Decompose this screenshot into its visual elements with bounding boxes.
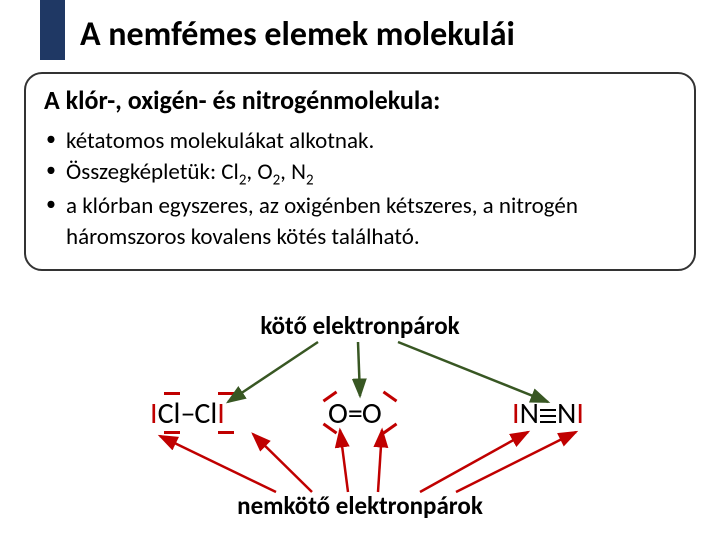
bond-double: = (348, 395, 362, 432)
b2-sub: 2 (306, 172, 314, 190)
lone-pair-v: I (512, 395, 520, 432)
label-nonbonding-pairs: nemkötő elektronpárok (0, 490, 720, 521)
lone-pair-h (383, 423, 398, 435)
accent-bar (40, 0, 65, 60)
molecules-row: ICl–ClI O=O INNI (0, 395, 720, 455)
lone-pair-h (218, 431, 234, 434)
atom-o: O (362, 395, 382, 432)
molecule-o2: O=O (328, 395, 382, 432)
bullet-3: a klórban egyszeres, az oxigénben kétsze… (44, 191, 676, 253)
lone-pair-v: I (576, 395, 584, 432)
lone-pair-v: I (217, 395, 225, 432)
molecule-cl2: ICl–ClI (150, 395, 225, 432)
lone-pair-h (164, 392, 180, 395)
bullet-1: kétatomos molekulákat alkotnak. (44, 126, 676, 157)
atom-n: N (520, 395, 539, 432)
molecule-n2: INNI (512, 395, 584, 432)
b2-part: , O (246, 158, 272, 186)
page-title: A nemfémes elemek molekulái (80, 14, 515, 55)
bullet-2: Összegképletük: Cl2, O2, N2 (44, 157, 676, 191)
label-bonding-pairs: kötő elektronpárok (0, 310, 720, 341)
bond-single: – (180, 395, 194, 432)
content-box: A klór-, oxigén- és nitrogénmolekula: ké… (24, 72, 696, 271)
lone-pair-h (218, 392, 234, 395)
subtitle: A klór-, oxigén- és nitrogénmolekula: (44, 84, 676, 116)
atom-cl: Cl (158, 395, 181, 432)
bond-triple (539, 405, 557, 425)
atom-cl: Cl (194, 395, 217, 432)
bullet-list: kétatomos molekulákat alkotnak. Összegké… (44, 126, 676, 253)
b2-part: Összegképletük: Cl (66, 158, 239, 186)
atom-n: N (557, 395, 576, 432)
lone-pair-v: I (150, 395, 158, 432)
b2-part: , N (280, 158, 306, 186)
lone-pair-h (164, 431, 180, 434)
lone-pair-h (383, 391, 398, 403)
